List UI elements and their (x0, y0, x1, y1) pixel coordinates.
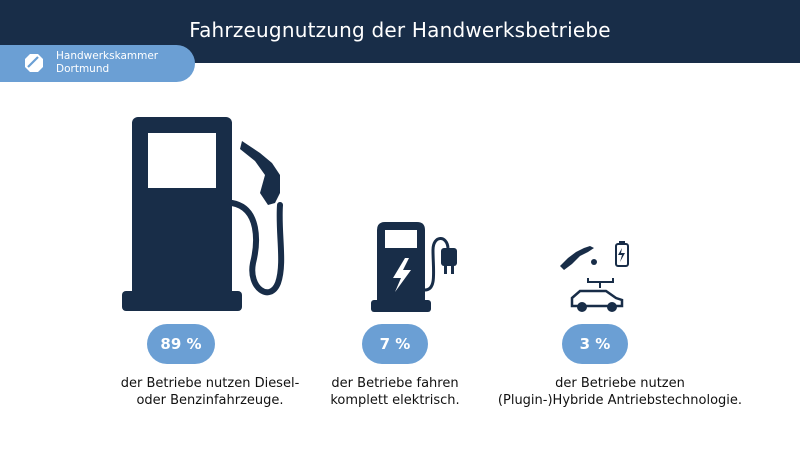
stat-value-electric: 7 % (362, 324, 428, 364)
stat-line1: der Betriebe fahren (331, 376, 459, 391)
stat-line2: komplett elektrisch. (330, 393, 460, 408)
page-title: Fahrzeugnutzung der Handwerksbetriebe (189, 18, 611, 42)
stat-value-hybrid: 3 % (562, 324, 628, 364)
stat-value-diesel: 89 % (147, 324, 215, 364)
logo-text: Handwerkskammer Dortmund (56, 50, 158, 76)
stat-line1: der Betriebe nutzen (555, 376, 685, 391)
ev-charger-icon (371, 222, 457, 312)
logo-line1: Handwerkskammer (56, 50, 159, 62)
stat-description-diesel: der Betriebe nutzen Diesel- oder Benzinf… (70, 375, 350, 409)
stat-description-electric: der Betriebe fahren komplett elektrisch. (300, 375, 490, 409)
logo-line2: Dortmund (56, 63, 110, 75)
stat-line1: der Betriebe nutzen Diesel- (120, 376, 300, 391)
stat-line2: oder Benzinfahrzeuge. (136, 393, 284, 408)
hybrid-car-icon (560, 241, 629, 312)
hwk-logo-icon (25, 54, 43, 72)
stat-line2: (Plugin-)Hybride Antriebstechnologie. (497, 393, 743, 408)
fuel-pump-icon (122, 117, 285, 311)
stat-description-hybrid: der Betriebe nutzen (Plugin-)Hybride Ant… (470, 375, 770, 409)
